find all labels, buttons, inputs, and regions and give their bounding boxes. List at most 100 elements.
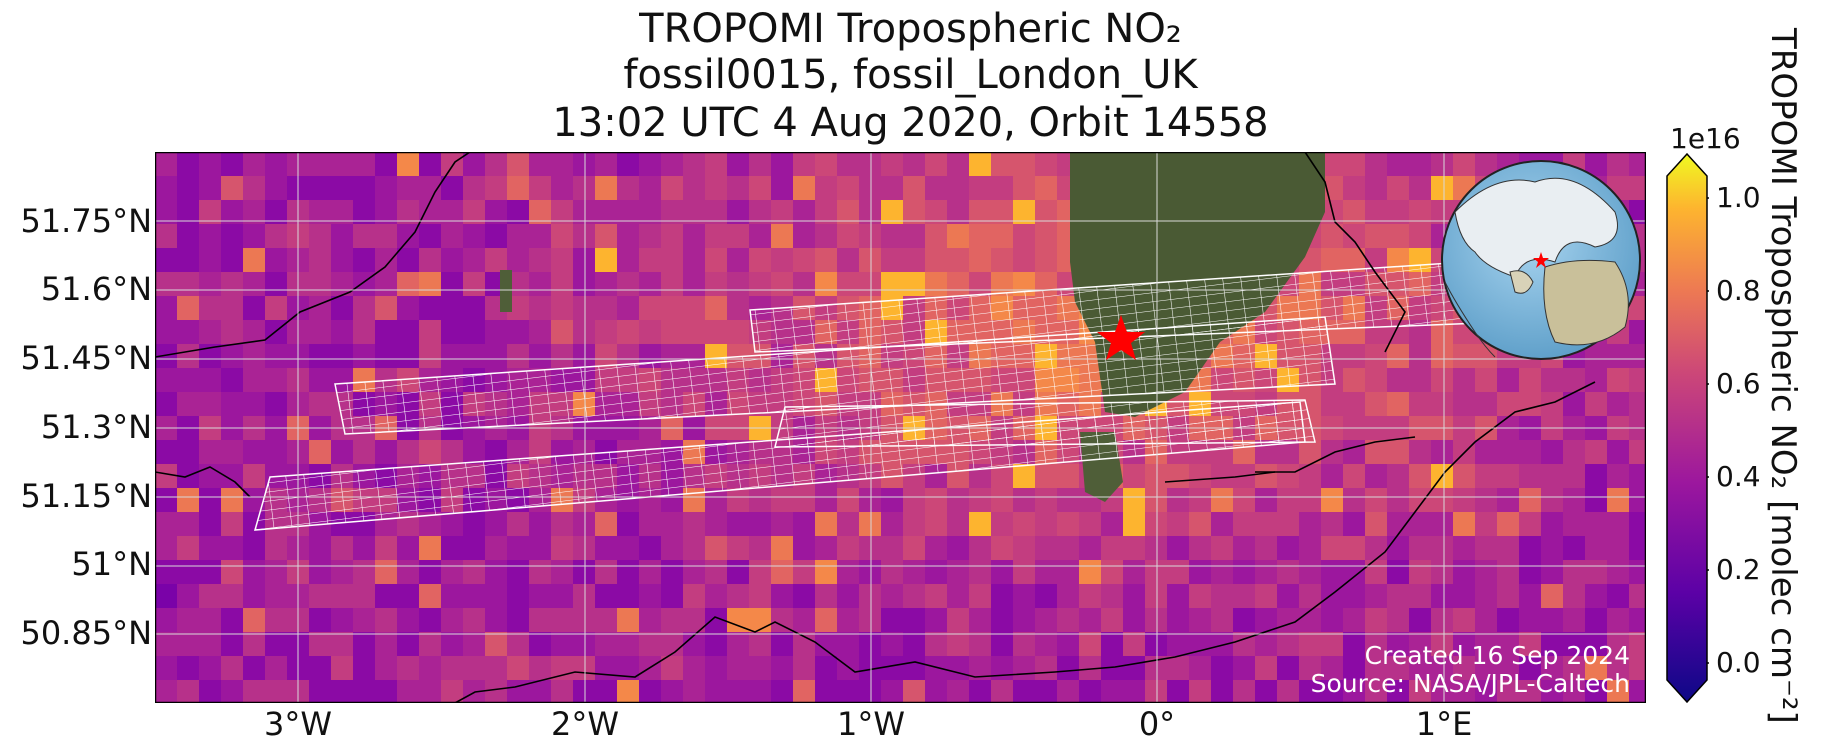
no2-pixel [859, 608, 882, 633]
no2-pixel [837, 224, 860, 249]
no2-pixel [1629, 536, 1646, 561]
no2-pixel [815, 680, 838, 703]
no2-pixel [969, 488, 992, 513]
no2-pixel [1013, 248, 1036, 273]
no2-pixel [177, 440, 200, 465]
no2-pixel [309, 224, 332, 249]
no2-pixel [1475, 560, 1498, 585]
no2-pixel [155, 320, 178, 345]
no2-pixel [925, 512, 948, 537]
no2-pixel [595, 272, 618, 297]
lon-label: 1°E [1415, 705, 1473, 743]
no2-pixel [265, 296, 288, 321]
no2-pixel [793, 632, 816, 657]
no2-pixel [243, 200, 266, 225]
no2-pixel [1541, 512, 1564, 537]
no2-pixel [529, 656, 552, 681]
no2-pixel [331, 320, 354, 345]
no2-pixel [221, 152, 244, 177]
no2-pixel [221, 296, 244, 321]
no2-pixel [705, 488, 728, 513]
no2-pixel [375, 632, 398, 657]
no2-pixel [1409, 344, 1432, 369]
no2-pixel [375, 584, 398, 609]
no2-pixel [771, 584, 794, 609]
no2-pixel [221, 200, 244, 225]
no2-pixel [265, 608, 288, 633]
no2-pixel [1629, 176, 1646, 201]
no2-pixel [727, 536, 750, 561]
no2-pixel [1629, 200, 1646, 225]
no2-pixel [155, 272, 178, 297]
no2-pixel [309, 344, 332, 369]
no2-pixel [1013, 200, 1036, 225]
no2-pixel [1321, 464, 1344, 489]
no2-pixel [1387, 368, 1410, 393]
no2-pixel [595, 296, 618, 321]
no2-pixel [551, 584, 574, 609]
no2-pixel [1079, 512, 1102, 537]
no2-pixel [705, 152, 728, 177]
no2-pixel [881, 224, 904, 249]
no2-pixel [1629, 464, 1646, 489]
no2-pixel [1431, 680, 1454, 703]
no2-pixel [1079, 560, 1102, 585]
no2-pixel [507, 608, 530, 633]
no2-pixel [353, 608, 376, 633]
no2-pixel [991, 224, 1014, 249]
no2-pixel [419, 344, 442, 369]
lat-label: 51.45°N [20, 339, 152, 377]
no2-pixel [1255, 608, 1278, 633]
no2-pixel [705, 632, 728, 657]
no2-pixel [925, 632, 948, 657]
no2-pixel [397, 608, 420, 633]
no2-pixel [331, 560, 354, 585]
no2-pixel [265, 248, 288, 273]
no2-pixel [683, 320, 706, 345]
no2-pixel [1585, 536, 1608, 561]
no2-pixel [309, 320, 332, 345]
no2-pixel [881, 608, 904, 633]
no2-pixel [1123, 536, 1146, 561]
no2-pixel [1123, 656, 1146, 681]
no2-pixel [837, 632, 860, 657]
no2-pixel [705, 296, 728, 321]
no2-pixel [397, 560, 420, 585]
no2-pixel [1013, 224, 1036, 249]
no2-pixel [595, 536, 618, 561]
no2-pixel [815, 560, 838, 585]
no2-pixel [815, 488, 838, 513]
no2-map [155, 152, 1646, 703]
no2-pixel [1387, 224, 1410, 249]
no2-pixel [727, 176, 750, 201]
no2-pixel [353, 152, 376, 177]
no2-pixel [243, 224, 266, 249]
no2-pixel [1519, 584, 1542, 609]
no2-pixel [793, 680, 816, 703]
no2-pixel [1409, 560, 1432, 585]
lon-label: 1°W [837, 705, 905, 743]
no2-pixel [903, 536, 926, 561]
no2-pixel [947, 584, 970, 609]
no2-pixel [991, 248, 1014, 273]
no2-pixel [331, 248, 354, 273]
no2-pixel [683, 584, 706, 609]
no2-pixel [507, 344, 530, 369]
no2-pixel [331, 344, 354, 369]
no2-pixel [419, 608, 442, 633]
no2-pixel [199, 440, 222, 465]
no2-pixel [639, 536, 662, 561]
no2-pixel [793, 512, 816, 537]
no2-pixel [441, 224, 464, 249]
colorbar-tick: 1.0 [1716, 181, 1761, 214]
no2-pixel [903, 512, 926, 537]
no2-pixel [353, 440, 376, 465]
no2-pixel [661, 512, 684, 537]
no2-pixel [1167, 560, 1190, 585]
no2-pixel [727, 680, 750, 703]
no2-pixel [749, 248, 772, 273]
no2-pixel [1035, 560, 1058, 585]
no2-pixel [419, 296, 442, 321]
no2-pixel [1497, 464, 1520, 489]
no2-pixel [1079, 632, 1102, 657]
